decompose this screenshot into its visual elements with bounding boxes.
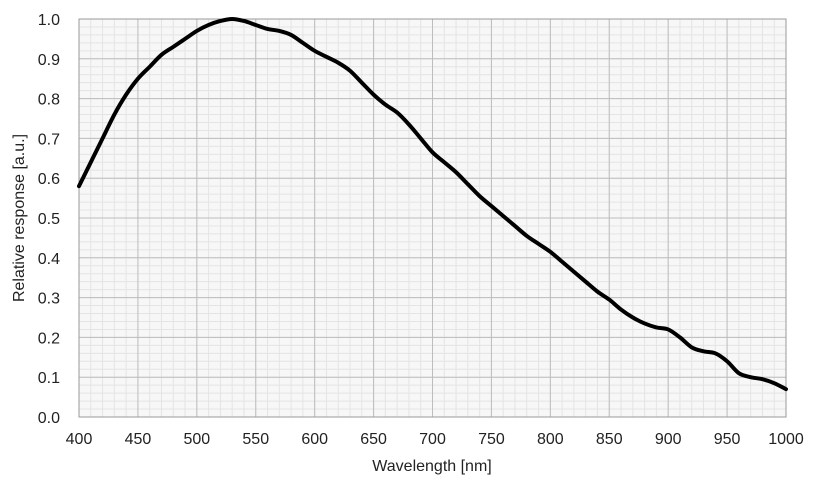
plot-frame: [78, 18, 787, 418]
x-tick-label: 900: [655, 431, 682, 448]
x-tick-label: 450: [125, 431, 152, 448]
x-tick-label: 1000: [768, 431, 804, 448]
x-tick-label: 550: [242, 431, 269, 448]
x-tick-label: 650: [360, 431, 387, 448]
series-line: [77, 17, 788, 392]
y-tick-label: 0.1: [38, 370, 60, 387]
y-tick-label: 0.8: [38, 92, 60, 109]
x-tick-label: 950: [714, 431, 741, 448]
y-tick-label: 0.2: [38, 330, 60, 347]
y-tick-label: 0.9: [38, 52, 60, 69]
x-tick-label: 500: [183, 431, 210, 448]
y-tick-label: 0.0: [38, 410, 60, 427]
y-tick-label: 0.7: [38, 131, 60, 148]
x-tick-label: 750: [478, 431, 505, 448]
x-axis-title: Wavelength [nm]: [372, 458, 491, 475]
grid: [78, 18, 787, 418]
x-tick-label: 700: [419, 431, 446, 448]
y-ticks: 0.0 0.1 0.2 0.3 0.4 0.5 0.6 0.7 0.8 0.9 1.0: [38, 12, 60, 427]
y-tick-label: 0.6: [38, 171, 60, 188]
x-tick-label: 400: [66, 431, 93, 448]
y-tick-label: 0.3: [38, 291, 60, 308]
y-tick-label: 1.0: [38, 12, 60, 29]
y-tick-label: 0.5: [38, 211, 60, 228]
x-tick-label: 600: [301, 431, 328, 448]
x-ticks: 400 450 500 550 600 650 700 750 800 850 900 950 1000: [66, 431, 804, 448]
y-tick-label: 0.4: [38, 251, 60, 268]
x-tick-label: 850: [596, 431, 623, 448]
y-axis-title: Relative response [a.u.]: [11, 134, 28, 302]
x-tick-label: 800: [537, 431, 564, 448]
